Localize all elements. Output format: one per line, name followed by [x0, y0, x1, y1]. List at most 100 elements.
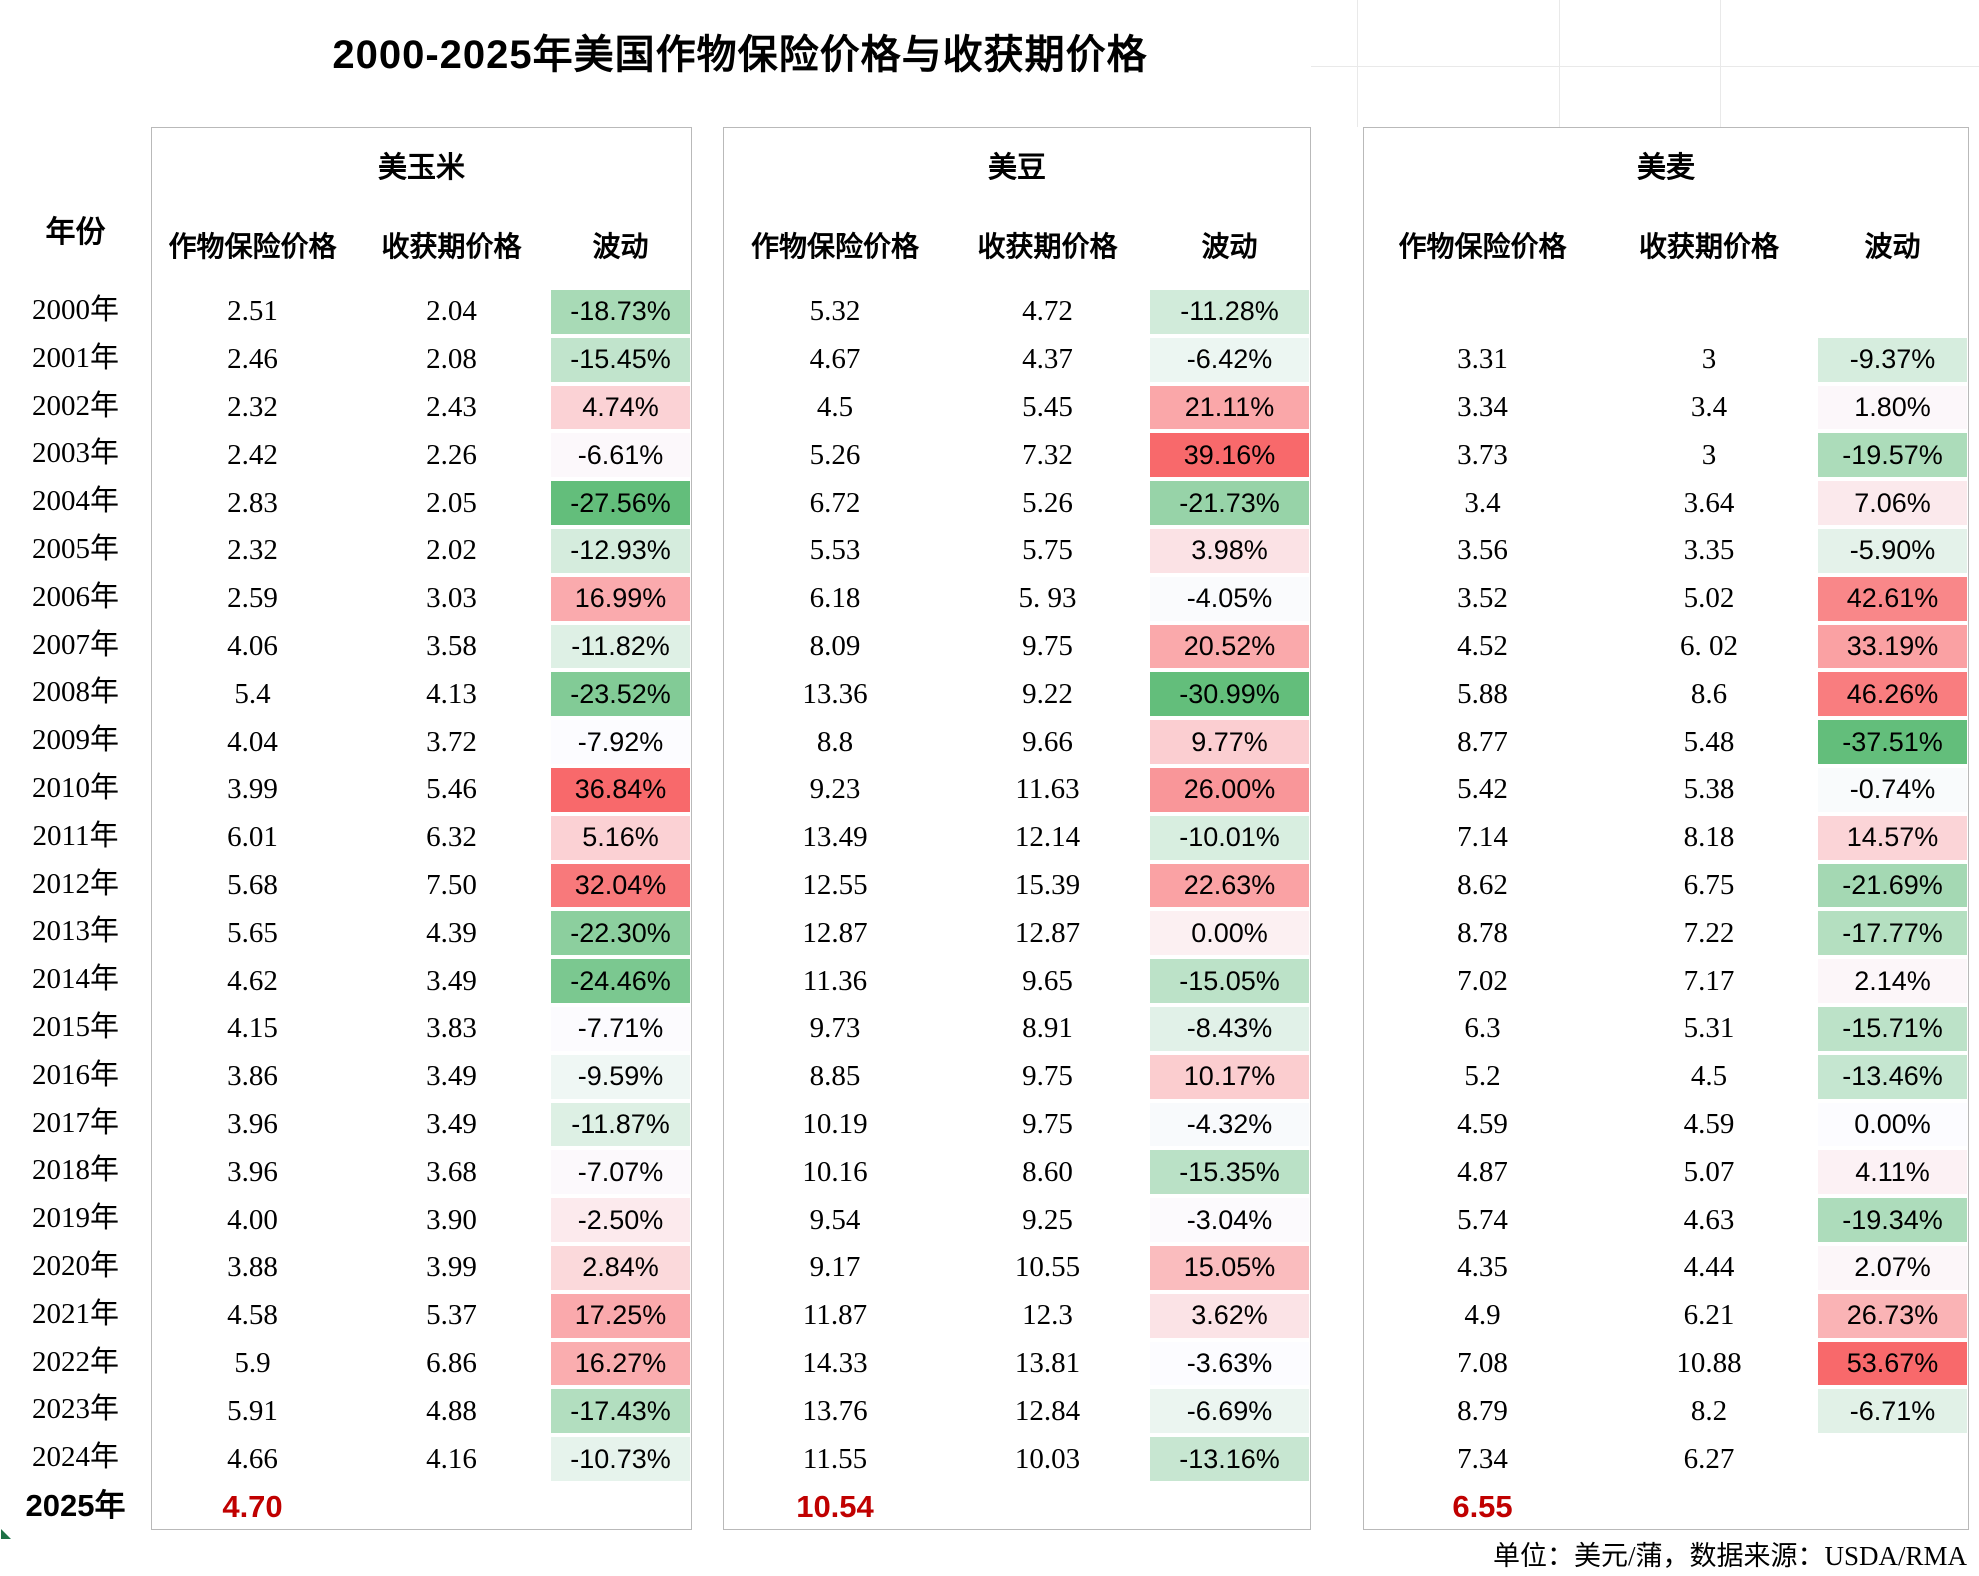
corn-harvest-value: 5.46 — [426, 773, 477, 806]
corn-harvest-value: 6.32 — [426, 821, 477, 854]
soy-harvest-value: 12.3 — [1022, 1299, 1073, 1332]
corn-harvest-value: 3.83 — [426, 1012, 477, 1045]
soy-insurance-value: 10.16 — [802, 1155, 868, 1188]
soy-insurance-value: 9.54 — [809, 1203, 861, 1236]
wheat-harvest-value: 5.31 — [1683, 1012, 1735, 1045]
wheat-harvest-value: 4.63 — [1683, 1203, 1735, 1236]
wheat-volatility-cell: -19.57% — [1817, 431, 1968, 479]
page-title: 2000-2025年美国作物保险价格与收获期价格 — [332, 33, 1148, 77]
soy-volatility-value: 15.05% — [1150, 1245, 1309, 1290]
soy-harvest-value: 12.14 — [1014, 821, 1081, 854]
soy-harvest-value: 5.75 — [1022, 534, 1073, 567]
year-label: 2012年 — [31, 867, 119, 900]
corn-insurance-value: 4.62 — [227, 964, 278, 997]
year-column: 2000年 2001年 2002年 2003年 2004年 2005年 2006年 2007年… — [0, 287, 151, 1530]
soy-table: 美豆 作物保险价格 收获期价格 波动 5.32 4.72 -11.28% 4.67 4.… — [723, 127, 1311, 1530]
soy-volatility-value: -3.04% — [1150, 1198, 1309, 1242]
wheat-volatility-value: -5.90% — [1818, 528, 1967, 573]
corn-insurance-value: 3.88 — [227, 1251, 278, 1284]
corn-table: 美玉米 作物保险价格 收获期价格 波动 2.51 2.04 -18.73% 2.46 2… — [151, 127, 692, 1530]
wheat-harvest-value: 8.2 — [1690, 1394, 1728, 1427]
soy-volatility-cell: 39.16% — [1149, 431, 1310, 479]
corn-volatility-value: 32.04% — [551, 863, 690, 908]
wheat-volatility-value: -17.77% — [1818, 911, 1967, 956]
soy-harvest-value: 15.39 — [1014, 868, 1081, 901]
wheat-insurance-value: 5.88 — [1457, 677, 1508, 710]
corn-insurance-value: 4.15 — [227, 1012, 278, 1045]
year-label: 2020年 — [31, 1249, 119, 1282]
wheat-insurance-value: 3.31 — [1457, 343, 1508, 376]
soy-volatility-cell: -4.05% — [1149, 575, 1310, 623]
wheat-volatility-value — [1818, 1437, 1967, 1481]
corn-insurance-value: 5.4 — [234, 677, 271, 710]
corn-harvest-header: 收获期价格 — [381, 231, 522, 262]
corn-group-title: 美玉米 — [377, 152, 465, 184]
corn-volatility-header: 波动 — [592, 231, 649, 262]
soy-insurance-value: 14.33 — [802, 1346, 868, 1379]
wheat-group-title: 美麦 — [1636, 152, 1695, 184]
wheat-volatility-value: -21.69% — [1818, 863, 1967, 908]
soy-volatility-value: 0.00% — [1150, 911, 1309, 956]
soy-volatility-value: -30.99% — [1150, 672, 1309, 717]
corn-volatility-cell: -15.45% — [550, 336, 691, 384]
corn-volatility-value: -7.07% — [551, 1150, 690, 1195]
wheat-volatility-value: -13.46% — [1818, 1054, 1967, 1099]
corn-insurance-value: 6.01 — [227, 821, 278, 854]
soy-volatility-cell: -10.01% — [1149, 814, 1310, 862]
wheat-volatility-value: -6.71% — [1818, 1389, 1967, 1434]
soy-volatility-cell: -11.28% — [1149, 288, 1310, 336]
year-label: 2002年 — [31, 389, 119, 422]
corn-insurance-value: 4.06 — [227, 629, 278, 662]
corn-volatility-value: 17.25% — [551, 1293, 690, 1338]
corn-rows: 2.51 2.04 -18.73% 2.46 2.08 -15.45% 2.32 2.43 4.… — [152, 288, 691, 1531]
wheat-volatility-cell: 33.19% — [1817, 623, 1968, 671]
soy-harvest-value: 5.26 — [1022, 486, 1073, 519]
soy-volatility-header: 波动 — [1201, 231, 1258, 262]
wheat-harvest-value: 4.59 — [1683, 1107, 1735, 1140]
corn-insurance-value: 4.66 — [227, 1442, 278, 1475]
wheat-insurance-value: 6.3 — [1464, 1012, 1501, 1045]
corn-volatility-value: -15.45% — [551, 337, 690, 382]
wheat-insurance-value: 4.87 — [1457, 1155, 1508, 1188]
wheat-volatility-cell: -15.71% — [1817, 1005, 1968, 1053]
soy-insurance-value: 12.55 — [802, 868, 868, 901]
wheat-insurance-value: 3.34 — [1457, 390, 1508, 423]
soy-insurance-value: 11.36 — [802, 964, 868, 997]
soy-insurance-value: 6.18 — [809, 582, 861, 615]
wheat-insurance-value: 6.55 — [1452, 1488, 1513, 1524]
wheat-insurance-value: 3.56 — [1457, 534, 1508, 567]
wheat-insurance-value: 8.77 — [1457, 725, 1508, 758]
wheat-volatility-value: 33.19% — [1818, 624, 1967, 669]
soy-harvest-value: 9.66 — [1022, 725, 1073, 758]
wheat-volatility-value: 14.57% — [1818, 815, 1967, 860]
year-label: 2000年 — [31, 294, 119, 326]
soy-insurance-value: 12.87 — [802, 916, 868, 949]
wheat-volatility-cell: 14.57% — [1817, 814, 1968, 862]
soy-harvest-value: 8.60 — [1022, 1155, 1073, 1188]
wheat-volatility-cell: -21.69% — [1817, 862, 1968, 910]
corn-volatility-value: -17.43% — [551, 1389, 690, 1434]
corn-volatility-cell: -27.56% — [550, 479, 691, 527]
wheat-insurance-value: 7.34 — [1457, 1442, 1508, 1475]
wheat-insurance-value: 4.59 — [1457, 1107, 1508, 1140]
corn-harvest-value: 3.49 — [426, 1060, 477, 1093]
corn-volatility-cell: -6.61% — [550, 431, 691, 479]
wheat-table: 美麦 作物保险价格 收获期价格 波动 3.31 3 -9.37% 3.34 3.4 1.8… — [1363, 127, 1969, 1530]
soy-volatility-cell: -3.04% — [1149, 1196, 1310, 1244]
wheat-insurance-value: 8.62 — [1457, 868, 1508, 901]
corn-volatility-value: -24.46% — [551, 959, 690, 1003]
corn-volatility-value: -23.52% — [551, 672, 690, 717]
soy-insurance-value: 13.76 — [802, 1394, 868, 1427]
wheat-harvest-value: 7.22 — [1683, 916, 1735, 949]
soy-insurance-value: 11.87 — [802, 1299, 868, 1332]
wheat-volatility-value: -19.57% — [1818, 433, 1967, 478]
soy-insurance-value: 4.67 — [809, 343, 861, 376]
year-label: 2016年 — [31, 1058, 119, 1091]
soy-volatility-value: -3.63% — [1150, 1341, 1309, 1386]
corn-harvest-value — [353, 1483, 550, 1531]
corn-harvest-value: 6.86 — [426, 1346, 477, 1379]
corn-volatility-value: -10.73% — [551, 1437, 690, 1481]
soy-volatility-value: -8.43% — [1150, 1006, 1309, 1051]
wheat-volatility-value: 4.11% — [1818, 1150, 1967, 1195]
